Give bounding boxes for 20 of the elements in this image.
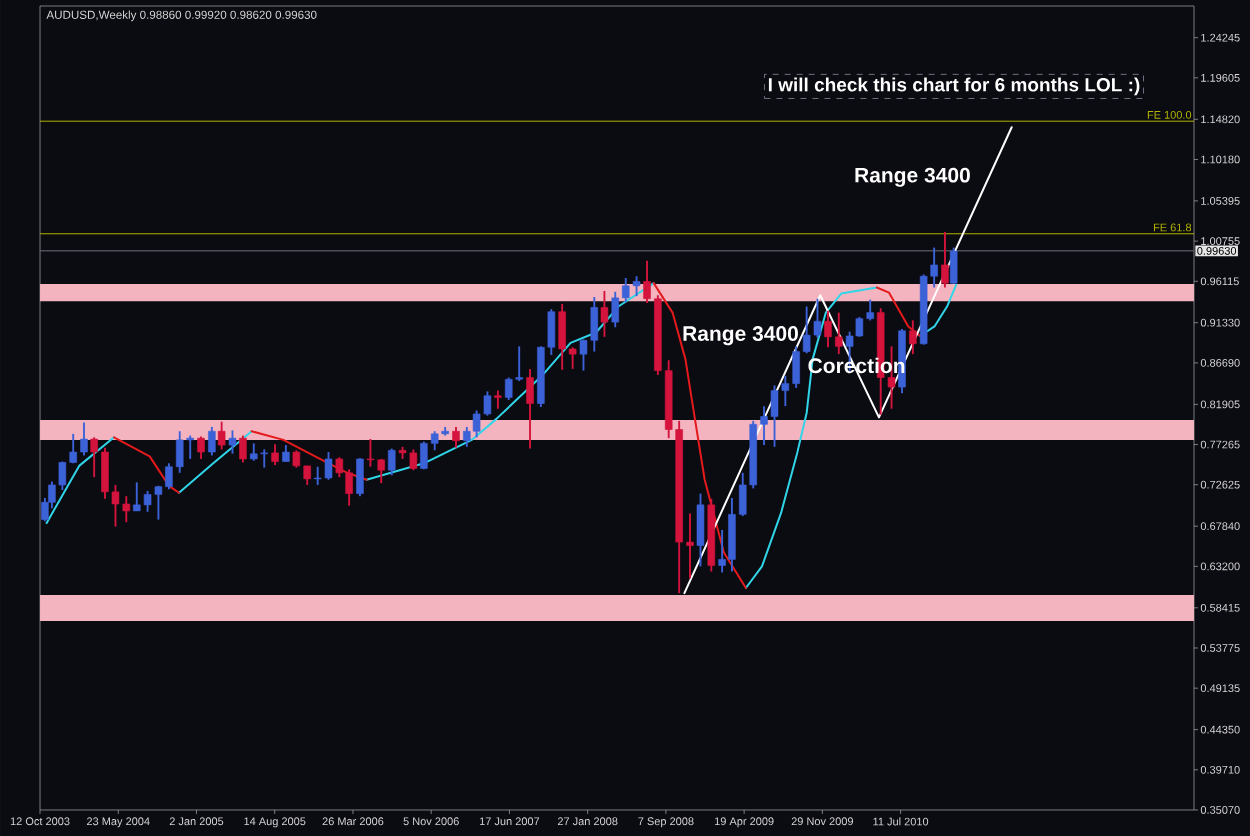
candlestick — [526, 367, 534, 450]
line-series — [683, 126, 1013, 595]
candlestick — [356, 457, 364, 498]
candlestick — [387, 447, 396, 477]
candlestick — [228, 429, 237, 455]
candlestick — [909, 319, 917, 356]
annotation: Range 3400 — [683, 326, 798, 346]
candlestick — [949, 246, 958, 285]
candlestick — [208, 425, 216, 457]
candlestick — [494, 389, 502, 410]
candlestick — [941, 231, 949, 289]
candlestick — [452, 425, 460, 449]
annotation: I will check this chart for 6 months LOL :) — [768, 77, 1140, 96]
candlestick — [696, 492, 705, 568]
candlestick — [600, 289, 609, 338]
candlestick — [197, 435, 205, 460]
annotation: Range 3400 — [855, 167, 970, 187]
candlestick — [239, 434, 247, 464]
candlestick — [271, 443, 279, 466]
candlestick — [217, 420, 226, 451]
